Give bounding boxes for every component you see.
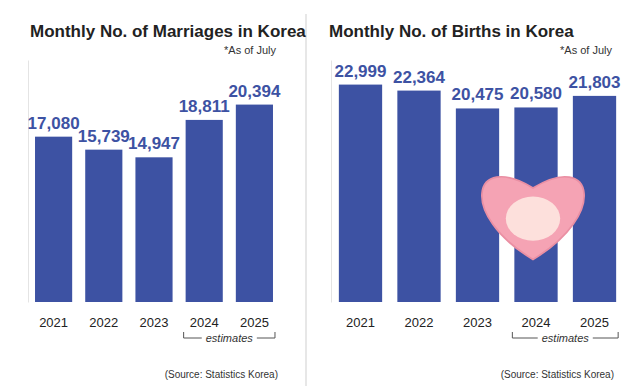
x-tick: 2025 <box>580 302 609 330</box>
annotation-text: estimates <box>542 332 590 344</box>
chart-title: Monthly No. of Marriages in Korea <box>30 22 306 41</box>
x-tick: 2021 <box>346 302 375 330</box>
x-tick-label: 2022 <box>89 315 118 330</box>
x-tick-label: 2021 <box>346 315 375 330</box>
x-tick: 2021 <box>39 302 68 330</box>
heart-illustration <box>482 177 584 260</box>
data-label: 18,811 <box>179 97 230 116</box>
bar <box>186 120 223 302</box>
chart-title: Monthly No. of Births in Korea <box>329 22 574 41</box>
data-label: 21,803 <box>569 73 621 92</box>
annotation-bracket <box>184 332 275 338</box>
x-tick: 2025 <box>240 302 269 330</box>
y-axis-line <box>28 61 29 303</box>
data-label: 22,999 <box>334 62 386 81</box>
data-label: 22,364 <box>393 68 446 87</box>
y-axis <box>28 61 29 303</box>
baby <box>506 197 560 241</box>
data-label: 15,739 <box>78 127 130 146</box>
bar <box>35 137 72 302</box>
x-tick: 2023 <box>463 302 492 330</box>
bar <box>339 85 382 302</box>
x-tick: 2022 <box>405 302 434 330</box>
bar <box>236 105 273 302</box>
x-tick-label: 2024 <box>190 315 219 330</box>
chart-subtitle: *As of July <box>560 44 612 56</box>
bar <box>397 91 440 302</box>
source-note: (Source: Statistics Korea) <box>501 369 614 380</box>
x-tick-label: 2025 <box>580 315 609 330</box>
x-tick-label: 2023 <box>140 315 169 330</box>
x-axis: 2021 2022 2023 2024 2025 <box>39 302 269 330</box>
chart-subtitle: *As of July <box>224 44 276 56</box>
chart-page: Monthly No. of Marriages in Korea *As of … <box>0 0 640 391</box>
heart <box>482 177 584 260</box>
data-label: 17,080 <box>28 114 80 133</box>
bars <box>339 85 616 302</box>
data-label: 14,947 <box>128 134 180 153</box>
x-tick: 2023 <box>140 302 169 330</box>
chart-panel: Monthly No. of Births in Korea *As of Jul… <box>329 22 621 380</box>
x-tick-label: 2021 <box>39 315 68 330</box>
bars <box>35 105 273 302</box>
x-tick: 2024 <box>190 302 219 330</box>
x-tick: 2022 <box>89 302 118 330</box>
x-tick-label: 2024 <box>522 315 551 330</box>
chart-panel: Monthly No. of Marriages in Korea *As of … <box>28 22 307 380</box>
data-label: 20,580 <box>510 84 562 103</box>
annotation-bracket <box>512 332 618 338</box>
x-tick-label: 2023 <box>463 315 492 330</box>
data-labels: 17,08015,73914,947 18,81120,394 <box>28 82 281 154</box>
panel-divider <box>306 14 307 386</box>
source-note: (Source: Statistics Korea) <box>165 369 278 380</box>
annotation-text: estimates <box>206 332 254 344</box>
bar <box>135 157 172 302</box>
data-label: 20,475 <box>452 85 504 104</box>
y-axis-line <box>331 61 332 303</box>
data-labels: 22,999 22,364 20,475 20,580 21,803 <box>334 62 620 105</box>
x-tick: 2024 <box>522 302 551 330</box>
x-axis: 2021 2022 2023 2024 2025 <box>346 302 609 330</box>
bar <box>85 150 122 302</box>
data-label: 20,394 <box>228 82 281 101</box>
x-tick-label: 2025 <box>240 315 269 330</box>
y-axis <box>331 61 332 303</box>
x-tick-label: 2022 <box>405 315 434 330</box>
